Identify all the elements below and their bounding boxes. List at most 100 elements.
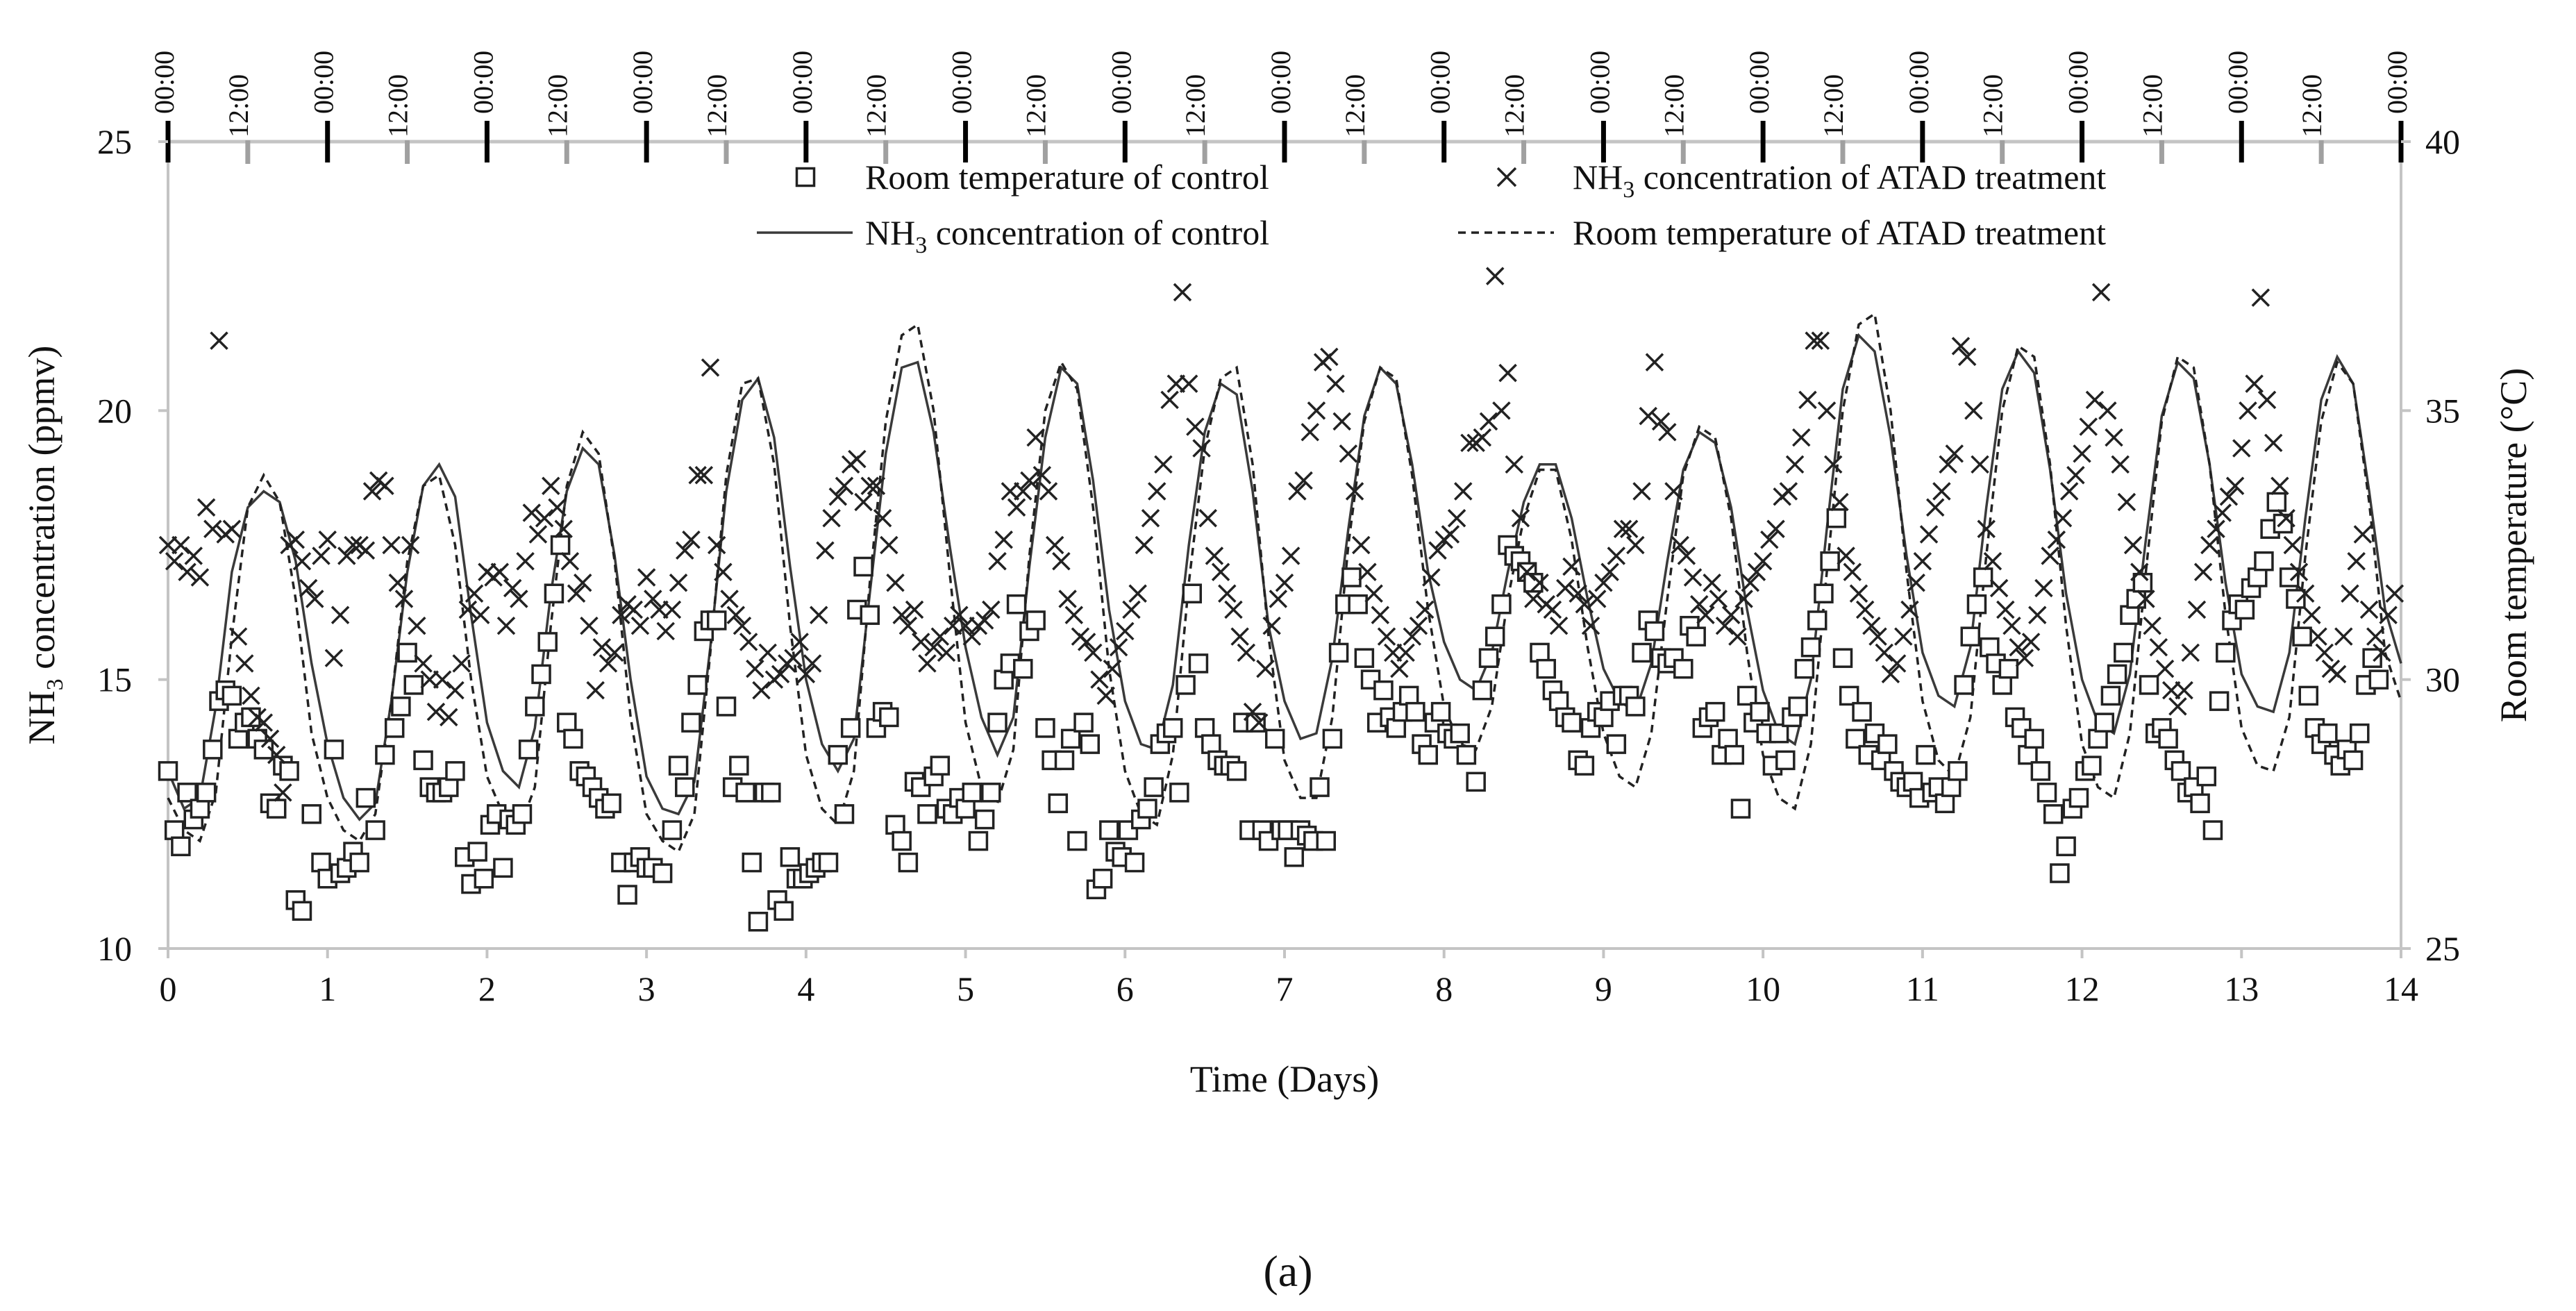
left-y-tick-label: 15 [97,660,132,699]
data-point-x [1811,331,1830,350]
data-point-square [1169,783,1189,803]
data-point-x [408,616,426,635]
data-point-x [1154,455,1173,474]
x-axis: 0 1 2 3 4 5 6 7 8 9 10 11 12 13 14 [160,949,2418,1008]
data-point-x [905,600,924,619]
data-point-x [1530,573,1549,592]
data-point-x [2309,627,2327,646]
data-point-x [2002,616,2021,635]
x-tick-label: 9 [1595,969,1612,1008]
data-point-square [761,783,781,803]
data-point-x [535,509,554,528]
top-time-axis: 00:00 12:00 00:00 12:00 00:00 12:00 00:00 12:00… [149,51,2413,164]
data-point-square [930,755,951,776]
data-point-x [1109,637,1128,657]
data-point-x [2232,439,2251,458]
data-point-square [1013,658,1033,679]
data-point-x [1147,482,1166,501]
data-point-square [439,777,459,797]
data-point-x [1626,535,1645,555]
data-point-square [2292,626,2312,646]
left-y-tick-label: 25 [97,122,132,161]
data-point-square [397,642,417,663]
data-point-x [1728,627,1747,646]
data-point-square [1456,744,1477,765]
data-point-square [1807,610,1828,631]
data-point-square [2094,712,2114,733]
data-point-square [2107,664,2127,685]
left-y-axis-title-nh: NH [21,690,62,744]
data-point-square [2018,744,2038,765]
data-point-square [1060,728,1081,749]
data-point-x [318,531,337,549]
data-point-x [1409,616,1428,635]
data-point-square [1099,820,1119,840]
data-point-x [2143,616,2161,635]
data-point-square [1373,680,1394,701]
legend-label-text: NH [865,213,915,252]
data-point-x [2047,531,2066,549]
data-point-x [1907,573,1925,592]
left-y-axis-title-rest: concentration (ppmv) [21,346,62,679]
data-point-square [2012,718,2032,738]
data-point-x [414,654,433,673]
data-point-square [356,787,376,808]
data-point-square [1536,658,1556,679]
data-point-square [617,885,637,905]
data-point-x [1454,482,1473,501]
data-point-x [1498,363,1517,383]
data-point-x [656,621,675,641]
data-point-x [433,670,452,689]
data-point-square [365,820,385,840]
data-point-square [1322,728,1343,749]
data-point-x [1020,471,1039,490]
data-point-x [1957,347,1977,367]
data-point-x [1613,519,1632,538]
data-point-x [1122,600,1141,619]
data-point-x [1339,444,1358,463]
data-point-square [2298,685,2319,706]
data-point-x [1460,433,1479,453]
legend-label-rest: concentration of control [927,213,1269,252]
data-point-x [918,654,937,673]
data-point-x [1447,509,1466,528]
top-time-label: 00:00 [1265,51,1296,114]
data-point-square [1182,583,1203,603]
data-point-square [1310,777,1330,797]
x-tick-label: 5 [957,969,974,1008]
top-time-label: 12:00 [701,74,733,137]
data-point-x [1900,600,1919,619]
data-point-square [1466,771,1486,792]
data-point-square [2209,691,2230,711]
data-point-square [1562,712,1582,733]
x-tick-label: 2 [478,969,496,1008]
data-point-square [1686,626,1706,646]
data-point-x [2283,535,2302,555]
data-point-x [1511,509,1530,528]
data-point-x [1855,600,1875,619]
data-point-x [701,358,720,377]
data-point-x [1619,519,1639,538]
top-time-label: 12:00 [2136,74,2168,137]
data-point-x [254,713,274,732]
data-point-x [771,665,790,684]
data-point-x [1352,535,1371,555]
data-point-x [560,552,580,571]
data-point-square [834,804,855,824]
data-point-x [2085,390,2105,410]
data-point-square [158,761,178,781]
top-time-label: 12:00 [1658,74,1689,137]
data-point-x [1983,552,2002,571]
data-point-x [854,492,873,512]
data-point-square [1450,723,1470,744]
data-point-square [1737,685,1757,706]
data-point-x [586,680,605,700]
data-point-x [637,568,656,587]
data-point-x [822,509,841,528]
data-point-square [2343,750,2364,771]
data-point-x [331,606,350,624]
data-point-x [1651,412,1671,431]
data-point-square [1073,712,1094,733]
data-point-x [1677,546,1696,565]
legend-label-text: Room temperature of ATAD treatment [1573,213,2106,252]
